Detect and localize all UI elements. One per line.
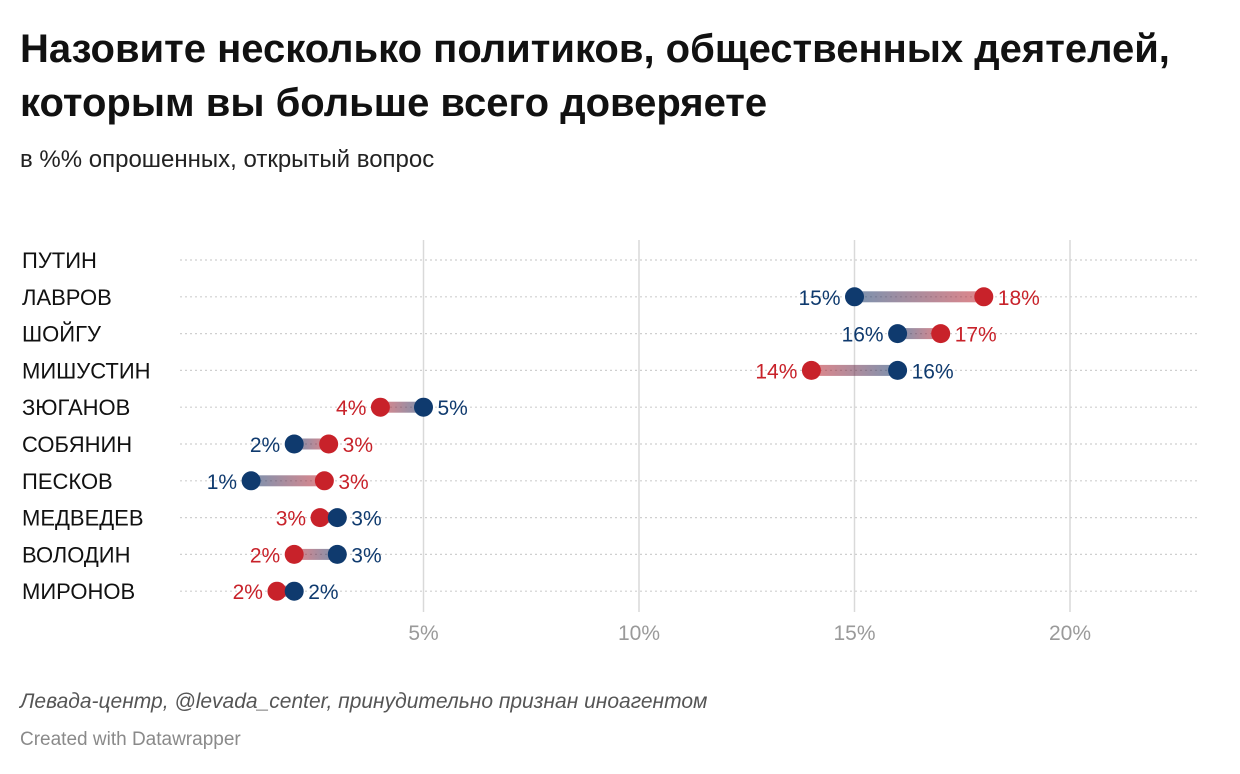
dot-june [284,544,304,564]
dot-june [370,397,390,417]
range-bar [294,438,329,450]
value-label-may: 16% [912,360,954,383]
row-10: МИРОНОВ 2% 2% [22,579,1198,604]
value-label-may: 3% [351,544,381,567]
value-label-june: 18% [998,287,1040,310]
value-label-may: 2% [308,581,338,604]
dot-june [314,471,334,491]
dot-may [284,581,304,601]
dot-may [414,397,433,417]
value-label-may: 5% [438,397,468,420]
value-label-june: 14% [755,360,797,383]
x-tick-label: 20% [1049,622,1091,645]
dot-may [888,324,908,344]
range-bar [897,328,941,340]
row-4: МИШУСТИН 14% 16% [22,358,1198,383]
dot-may [327,544,347,564]
category-label: МЕДВЕДЕВ [22,506,144,531]
row-9: ВОЛОДИН 2% 3% [22,542,1198,567]
value-label-may: 2% [250,434,280,457]
dot-june [267,581,287,601]
range-bar [380,401,424,413]
dot-may [284,434,304,454]
value-label-june: 3% [338,471,368,494]
value-label-may: 15% [798,287,840,310]
chart-subtitle: в %% опрошенных, открытый вопрос [20,146,435,173]
x-tick-label: 5% [408,622,438,645]
value-label-may: 1% [207,471,237,494]
value-label-may: 16% [842,324,884,347]
row-8: МЕДВЕДЕВ 3% 3% [22,506,1198,531]
dot-june [974,287,994,307]
value-label-june: 3% [343,434,373,457]
category-label: ЛАВРОВ [22,285,112,310]
source-note: Левада-центр, @levada_center, принудител… [20,690,708,713]
category-label: ПУТИН [22,248,97,273]
dot-june [319,434,339,454]
value-label-june: 3% [276,508,306,531]
range-bar [251,475,325,487]
x-axis: 5%10%15%20%25%30%35%40% [408,622,1091,645]
category-label: ЗЮГАНОВ [22,395,130,420]
row-5: ЗЮГАНОВ 4% 5% [22,395,1198,420]
value-label-may: 3% [351,508,381,531]
credit-link[interactable]: Created with Datawrapper [20,729,241,750]
range-bar [294,548,338,560]
chart-title: Назовите несколько политиков, общественн… [20,27,1170,125]
category-label: ШОЙГУ [22,322,102,347]
dot-may [327,508,347,528]
range-bar [811,364,898,376]
category-label: ПЕСКОВ [22,469,113,494]
dot-june [310,508,330,528]
row-7: ПЕСКОВ 3% 1% [22,469,1198,494]
chart-rows: ПУТИН35%43%ЛАВРОВ18%15%ШОЙГУ17%16%МИШУСТ… [22,248,1198,604]
dot-may [888,360,908,380]
value-label-june: 2% [250,544,280,567]
range-bar [854,291,984,303]
row-3: ШОЙГУ 17% 16% [22,322,1198,347]
dot-june [931,324,951,344]
category-label: СОБЯНИН [22,432,132,457]
value-label-june: 17% [955,324,997,347]
row-6: СОБЯНИН 3% 2% [22,432,1198,457]
x-tick-label: 10% [618,622,660,645]
value-label-june: 2% [233,581,263,604]
dot-june [801,360,821,380]
value-label-june: 4% [336,397,366,420]
dot-may [845,287,864,307]
row-2: ЛАВРОВ 18% 15% [22,285,1198,310]
category-label: МИШУСТИН [22,358,151,383]
dot-may [241,471,261,491]
x-tick-label: 15% [833,622,875,645]
category-label: ВОЛОДИН [22,542,130,567]
dot-range-chart: ПУТИН35%43%ЛАВРОВ18%15%ШОЙГУ17%16%МИШУСТ… [22,240,1198,645]
category-label: МИРОНОВ [22,579,135,604]
row-1: ПУТИН35%43% [22,248,1198,273]
